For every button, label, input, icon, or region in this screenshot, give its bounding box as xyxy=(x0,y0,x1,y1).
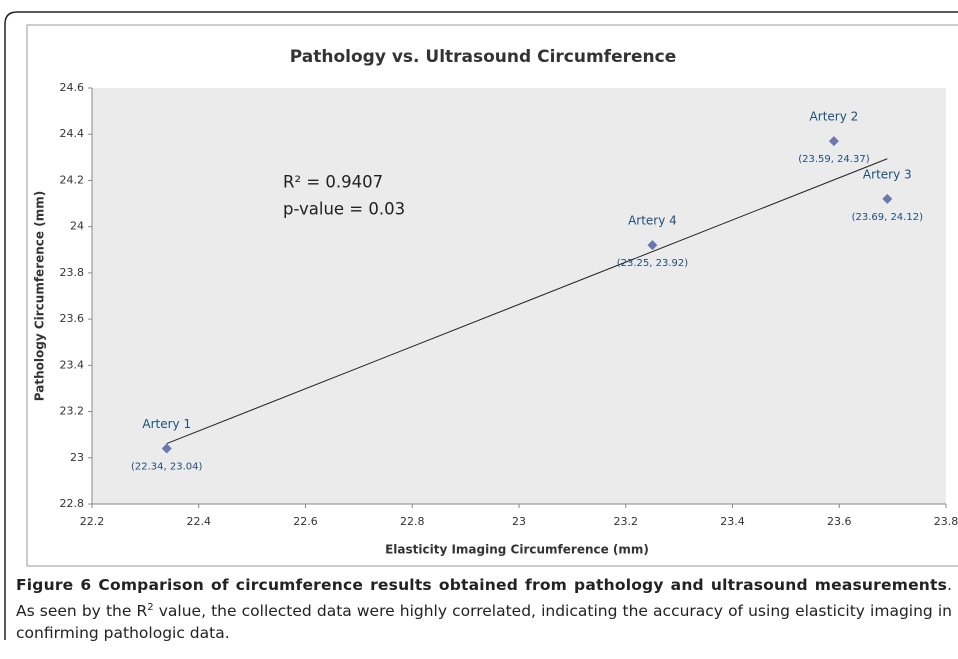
plot-area xyxy=(92,88,946,504)
y-tick-label: 23.8 xyxy=(60,266,85,279)
point-name: Artery 1 xyxy=(142,417,191,431)
figure-frame xyxy=(4,11,958,640)
annotation: p-value = 0.03 xyxy=(283,200,405,219)
y-tick-label: 24.6 xyxy=(60,81,85,94)
x-tick-label: 22.4 xyxy=(187,515,212,528)
y-tick-label: 23.6 xyxy=(60,312,85,325)
y-tick-label: 22.8 xyxy=(60,497,85,510)
y-tick-label: 24.4 xyxy=(60,127,85,140)
point-label: (22.34, 23.04) xyxy=(131,462,203,473)
y-tick-label: 24.2 xyxy=(60,173,85,186)
y-tick-label: 24 xyxy=(70,220,84,233)
x-tick-label: 23.4 xyxy=(720,515,745,528)
caption-superscript: 2 xyxy=(147,601,154,613)
caption-text: . As seen by the R xyxy=(16,576,952,620)
point xyxy=(882,193,893,204)
x-tick-label: 23.6 xyxy=(827,515,852,528)
x-tick-label: 23.2 xyxy=(614,515,639,528)
caption: Figure 6 Comparison of circumference res… xyxy=(16,574,952,645)
y-tick-label: 23.2 xyxy=(60,405,85,418)
trendline xyxy=(166,158,888,445)
point-label: (23.69, 24.12) xyxy=(852,212,924,223)
point-name: Artery 2 xyxy=(810,110,859,124)
x-tick-label: 23 xyxy=(512,515,526,528)
x-tick-label: 23.8 xyxy=(934,515,958,528)
x-axis-label: Elasticity Imaging Circumference (mm) xyxy=(385,543,649,557)
y-tick-label: 23.4 xyxy=(60,358,85,371)
point xyxy=(828,136,839,147)
chart-title: Pathology vs. Ultrasound Circumference xyxy=(290,47,676,67)
annotation: R² = 0.9407 xyxy=(283,173,383,192)
point-name: Artery 4 xyxy=(628,214,677,228)
point-label: (23.59, 24.37) xyxy=(798,154,870,165)
x-tick-label: 22.6 xyxy=(293,515,318,528)
point xyxy=(647,240,658,251)
point-label: (23.25, 23.92) xyxy=(617,258,689,269)
point xyxy=(161,443,172,454)
point-name: Artery 3 xyxy=(863,167,912,181)
y-tick-label: 23 xyxy=(70,451,84,464)
y-axis-label: Pathology Circumference (mm) xyxy=(33,191,47,401)
x-tick-label: 22.2 xyxy=(80,515,105,528)
caption-text: value, the collected data were highly co… xyxy=(16,601,952,643)
caption-title: Figure 6 Comparison of circumference res… xyxy=(16,576,948,594)
x-tick-label: 22.8 xyxy=(400,515,425,528)
